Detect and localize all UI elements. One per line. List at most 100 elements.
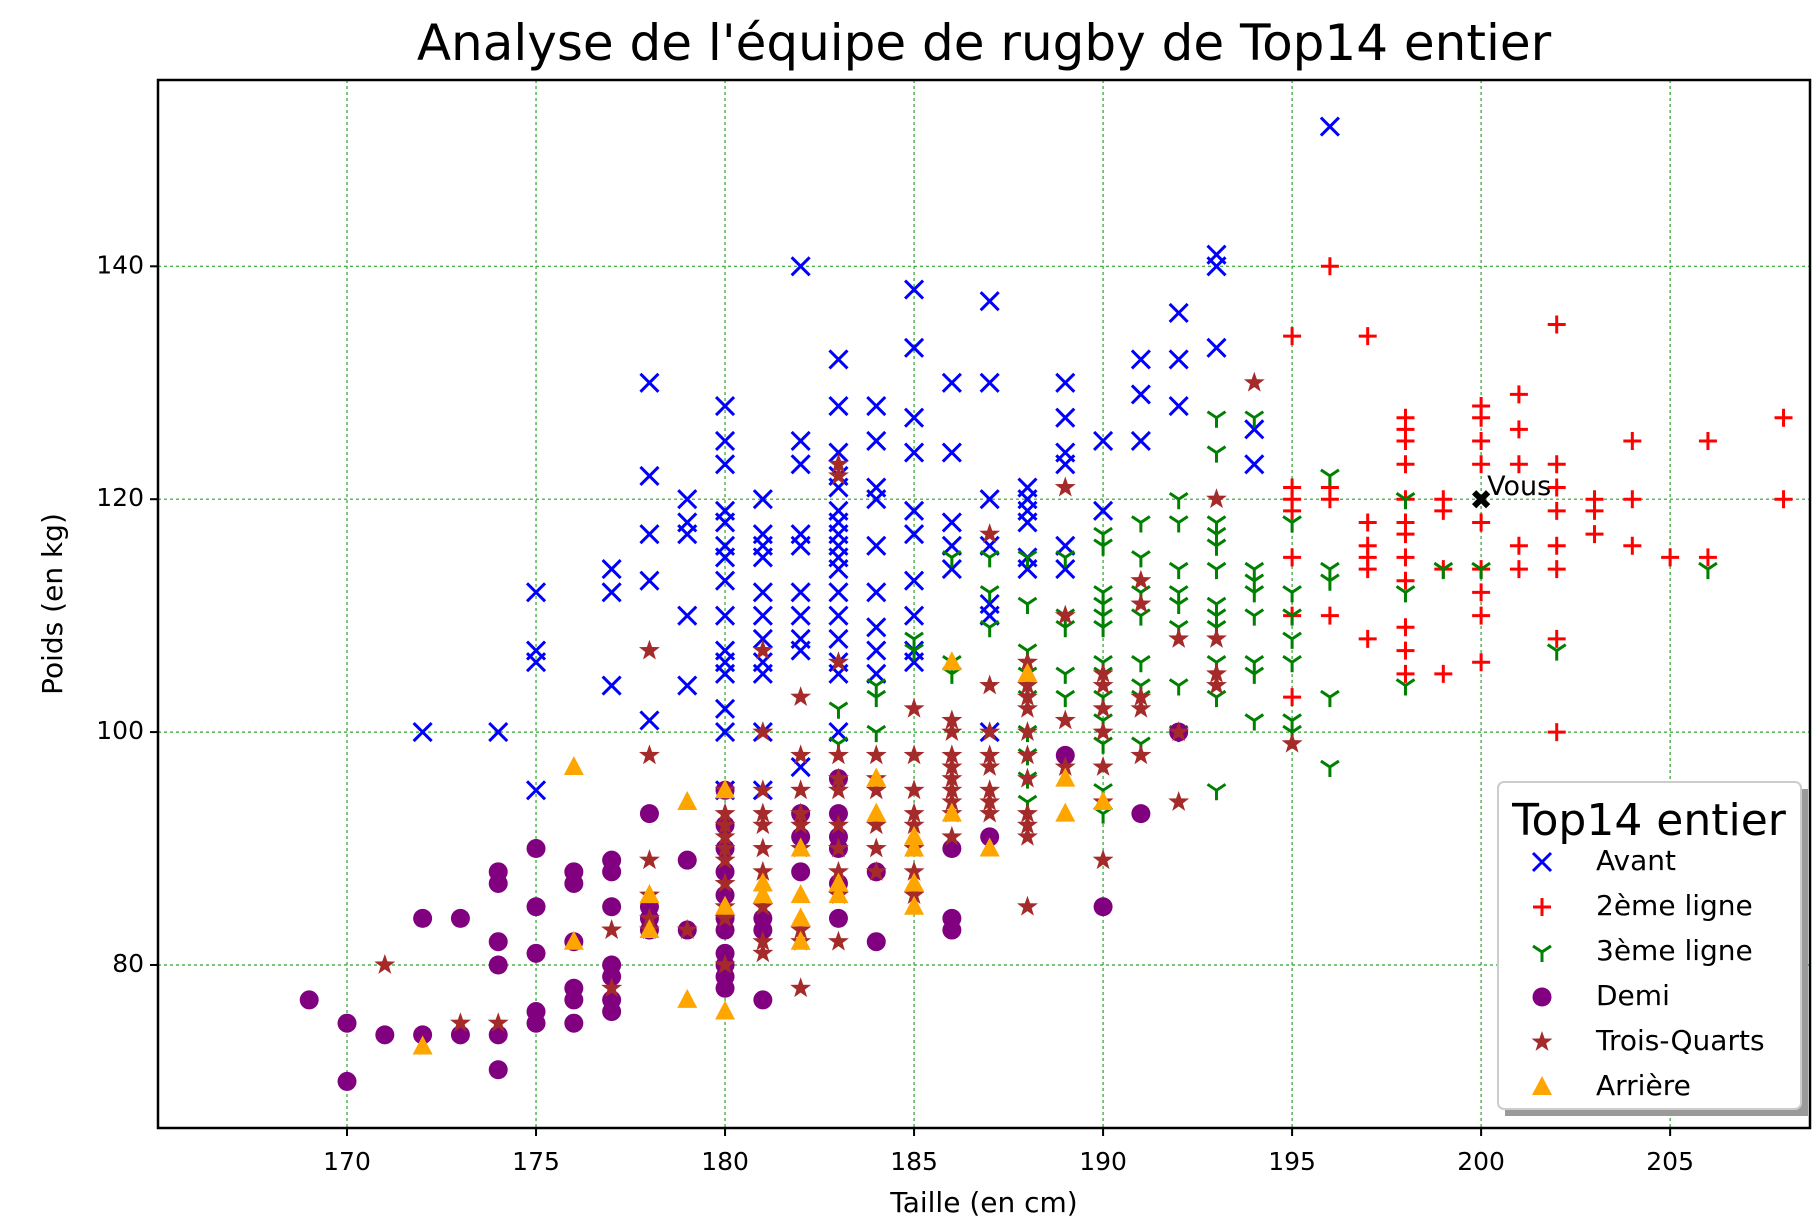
- x-tick-label: 200: [1457, 1147, 1505, 1176]
- point-2eme-ligne: [1283, 478, 1302, 497]
- legend-label-3eme-ligne: 3ème ligne: [1596, 934, 1753, 967]
- point-trois-quarts: [827, 837, 849, 858]
- point-trois-quarts: [941, 790, 963, 811]
- x-axis-label: Taille (en cm): [889, 1186, 1077, 1219]
- point-2eme-ligne: [1320, 257, 1339, 276]
- point-3eme-ligne: [979, 585, 1000, 603]
- point-demi: [980, 827, 1000, 847]
- point-3eme-ligne: [979, 620, 1000, 638]
- point-3eme-ligne: [1093, 526, 1113, 545]
- point-2eme-ligne: [1509, 455, 1528, 474]
- point-demi: [564, 862, 584, 882]
- point-avant: [790, 628, 811, 649]
- point-avant: [1168, 395, 1189, 417]
- point-3eme-ligne: [1320, 561, 1340, 580]
- point-3eme-ligne: [1017, 596, 1038, 614]
- point-3eme-ligne: [1206, 596, 1227, 614]
- point-3eme-ligne: [1131, 550, 1151, 568]
- point-trois-quarts: [865, 837, 887, 858]
- point-avant: [1206, 244, 1227, 265]
- point-demi: [375, 1025, 395, 1045]
- point-avant: [639, 710, 660, 731]
- point-2eme-ligne: [1623, 490, 1642, 509]
- point-avant: [979, 593, 1000, 615]
- point-3eme-ligne: [1395, 585, 1416, 603]
- point-avant: [1244, 419, 1265, 440]
- legend-label-trois-quarts: Trois-Quarts: [1595, 1024, 1765, 1057]
- point-trois-quarts: [1130, 697, 1152, 718]
- point-3eme-ligne: [1244, 585, 1265, 603]
- point-arriere: [752, 872, 773, 892]
- point-avant: [639, 372, 660, 393]
- point-trois-quarts: [752, 930, 774, 951]
- point-demi: [526, 1002, 546, 1022]
- point-2eme-ligne: [1472, 583, 1491, 602]
- point-trois-quarts: [1054, 756, 1076, 776]
- point-3eme-ligne: [1206, 608, 1227, 626]
- point-trois-quarts: [941, 721, 963, 741]
- point-3eme-ligne: [1320, 689, 1340, 708]
- point-3eme-ligne: [1206, 689, 1227, 708]
- point-trois-quarts: [601, 919, 623, 939]
- x-tick-label: 180: [701, 1147, 749, 1176]
- point-avant: [752, 524, 773, 545]
- legend-label-avant: Avant: [1596, 844, 1676, 877]
- x-tick-label: 205: [1646, 1147, 1694, 1176]
- point-3eme-ligne: [1282, 608, 1302, 626]
- point-arriere: [866, 802, 887, 822]
- y-tick-label: 120: [96, 483, 144, 512]
- legend-marker-trois-quarts: [1531, 1031, 1553, 1051]
- point-2eme-ligne: [1698, 548, 1717, 567]
- point-trois-quarts: [714, 825, 736, 846]
- point-avant: [752, 605, 773, 626]
- point-avant: [714, 454, 736, 475]
- point-trois-quarts: [714, 802, 736, 823]
- point-3eme-ligne: [1055, 620, 1076, 638]
- point-trois-quarts: [979, 523, 1001, 544]
- point-2eme-ligne: [1547, 501, 1566, 520]
- point-avant: [677, 675, 698, 696]
- point-avant: [904, 407, 925, 428]
- point-trois-quarts: [827, 744, 849, 765]
- point-trois-quarts: [865, 779, 887, 800]
- point-trois-quarts: [1130, 569, 1152, 590]
- point-2eme-ligne: [1358, 536, 1377, 555]
- point-avant: [1055, 407, 1076, 428]
- point-trois-quarts: [1017, 686, 1038, 707]
- point-arriere: [563, 930, 584, 950]
- point-trois-quarts: [638, 907, 660, 928]
- annotation-vous: Vous: [1487, 471, 1551, 502]
- point-2eme-ligne: [1283, 688, 1302, 707]
- point-2eme-ligne: [1585, 490, 1604, 509]
- point-trois-quarts: [638, 849, 660, 870]
- point-demi: [488, 862, 508, 882]
- point-avant: [1319, 116, 1340, 137]
- point-avant: [941, 442, 962, 463]
- y-tick-label: 80: [112, 949, 144, 978]
- point-arriere: [639, 919, 660, 939]
- point-demi: [602, 897, 622, 917]
- point-avant: [1055, 442, 1076, 463]
- point-trois-quarts: [714, 849, 736, 870]
- point-avant: [828, 582, 849, 603]
- point-avant: [828, 605, 849, 626]
- point-trois-quarts: [941, 756, 963, 776]
- point-avant: [752, 489, 773, 510]
- point-avant: [1168, 302, 1189, 323]
- point-3eme-ligne: [979, 550, 1000, 568]
- point-2eme-ligne: [1547, 629, 1566, 648]
- point-avant: [525, 780, 547, 801]
- point-arriere: [790, 837, 811, 857]
- plot-frame: [156, 78, 1812, 1130]
- point-vous: [1471, 490, 1491, 509]
- point-trois-quarts: [1092, 674, 1114, 695]
- point-demi: [602, 955, 622, 975]
- point-3eme-ligne: [1168, 561, 1189, 580]
- point-3eme-ligne: [1244, 573, 1265, 591]
- point-avant: [828, 349, 849, 370]
- point-trois-quarts: [752, 814, 774, 835]
- point-trois-quarts: [714, 907, 736, 928]
- point-3eme-ligne: [866, 689, 887, 708]
- point-arriere: [1055, 767, 1076, 787]
- point-trois-quarts: [714, 953, 736, 974]
